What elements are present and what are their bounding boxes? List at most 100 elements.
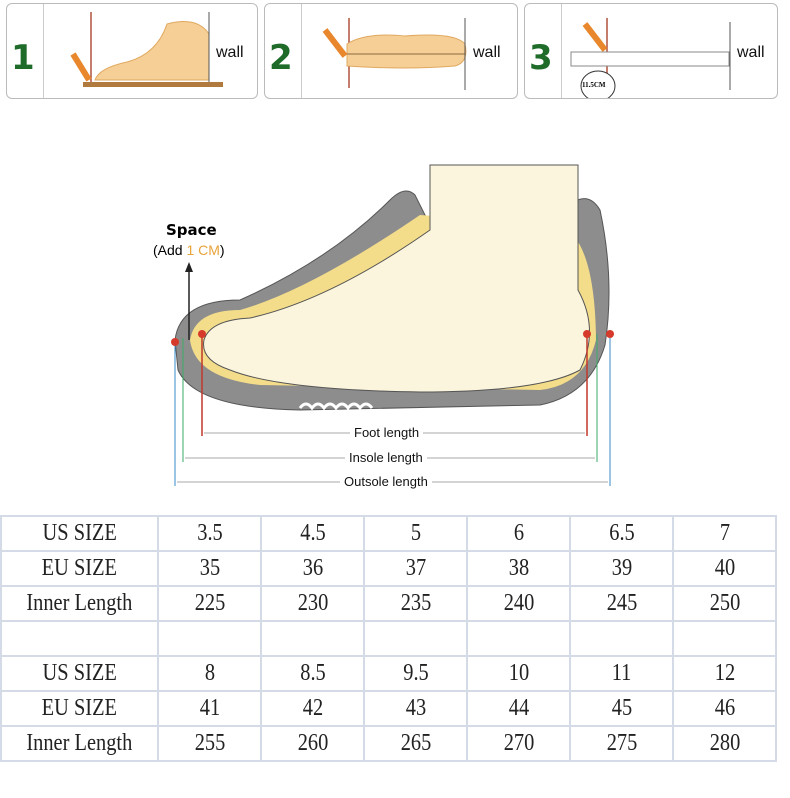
step-1-panel: 1 wall [6, 3, 258, 99]
divider [43, 4, 44, 98]
empty-cell [0, 620, 159, 657]
cell-value: 6 [513, 520, 524, 546]
table-cell: 35 [157, 550, 262, 587]
row-label: EU SIZE [0, 550, 159, 587]
step-number: 1 [11, 38, 35, 78]
table-cell: 280 [672, 725, 777, 762]
empty-cell [157, 620, 262, 657]
size-table: US SIZE 3.5 4.5 5 6 6.5 7 EU SIZE 35 36 37 38 39 40 In… [0, 515, 777, 762]
cell-value: 255 [194, 730, 225, 756]
table-cell: 12 [672, 655, 777, 692]
table-cell: 255 [157, 725, 262, 762]
table-cell: 240 [466, 585, 571, 622]
table-cell: 6 [466, 515, 571, 552]
table-cell: 9.5 [363, 655, 468, 692]
row-label-text: EU SIZE [41, 555, 118, 581]
empty-cell [260, 620, 365, 657]
table-cell: 5 [363, 515, 468, 552]
space-note-suffix: ) [219, 242, 225, 258]
cell-value: 240 [503, 590, 534, 616]
cell-value: 39 [611, 555, 632, 581]
cell-value: 225 [194, 590, 225, 616]
table-cell: 40 [672, 550, 777, 587]
cell-value: 7 [719, 520, 730, 546]
step-2-panel: 2 wall [264, 3, 518, 99]
cell-value: 37 [405, 555, 426, 581]
table-row: US SIZE 3.5 4.5 5 6 6.5 7 [0, 515, 777, 552]
foot-length-label: Foot length [350, 425, 424, 440]
cell-value: 41 [199, 695, 220, 721]
step-number: 2 [269, 38, 293, 78]
table-cell: 225 [157, 585, 262, 622]
cell-value: 3.5 [196, 520, 223, 546]
table-cell: 11 [569, 655, 674, 692]
table-cell: 38 [466, 550, 571, 587]
divider [561, 4, 562, 98]
cell-value: 44 [508, 695, 529, 721]
wall-label: wall [473, 44, 501, 61]
outsole-length-label: Outsole length [340, 474, 432, 489]
row-label-text: EU SIZE [41, 695, 118, 721]
cell-value: 265 [400, 730, 431, 756]
cell-value: 260 [297, 730, 328, 756]
table-cell: 39 [569, 550, 674, 587]
table-cell: 41 [157, 690, 262, 727]
table-cell: 8 [157, 655, 262, 692]
cell-value: 10 [508, 660, 529, 686]
table-cell: 260 [260, 725, 365, 762]
table-cell: 230 [260, 585, 365, 622]
table-cell: 8.5 [260, 655, 365, 692]
cell-value: 42 [302, 695, 323, 721]
cell-value: 5 [410, 520, 421, 546]
cell-value: 12 [714, 660, 735, 686]
step-3-panel: 3 11.5CM wall [524, 3, 778, 99]
table-row: EU SIZE 41 42 43 44 45 46 [0, 690, 777, 727]
table-cell: 36 [260, 550, 365, 587]
table-cell: 6.5 [569, 515, 674, 552]
step-number: 3 [529, 38, 553, 78]
cell-value: 270 [503, 730, 534, 756]
cell-value: 46 [714, 695, 735, 721]
table-cell: 235 [363, 585, 468, 622]
table-row: Inner Length 225 230 235 240 245 250 [0, 585, 777, 622]
row-label: US SIZE [0, 655, 159, 692]
empty-cell [569, 620, 674, 657]
table-cell: 43 [363, 690, 468, 727]
cell-value: 250 [709, 590, 740, 616]
shoe-cross-section-diagram [171, 164, 614, 486]
table-cell: 42 [260, 690, 365, 727]
table-cell: 4.5 [260, 515, 365, 552]
row-label-text: Inner Length [26, 730, 133, 756]
table-cell: 275 [569, 725, 674, 762]
cell-value: 4.5 [299, 520, 326, 546]
row-label: Inner Length [0, 585, 159, 622]
table-cell: 37 [363, 550, 468, 587]
cell-value: 275 [606, 730, 637, 756]
cell-value: 45 [611, 695, 632, 721]
cell-value: 35 [199, 555, 220, 581]
space-note: (Add 1 CM) [153, 242, 225, 258]
space-note-value: 1 CM [186, 242, 220, 258]
cell-value: 11 [611, 660, 632, 686]
cell-value: 6.5 [608, 520, 635, 546]
space-title: Space [166, 221, 217, 239]
empty-cell [466, 620, 571, 657]
table-row: US SIZE 8 8.5 9.5 10 11 12 [0, 655, 777, 692]
ruler-illustration [570, 18, 731, 98]
wall-label: wall [216, 44, 244, 61]
table-cell: 265 [363, 725, 468, 762]
cell-value: 230 [297, 590, 328, 616]
row-label-text: Inner Length [26, 590, 133, 616]
cell-value: 9.5 [402, 660, 429, 686]
table-cell: 10 [466, 655, 571, 692]
cell-value: 36 [302, 555, 323, 581]
cell-value: 280 [709, 730, 740, 756]
insole-length-label: Insole length [345, 450, 427, 465]
table-row: EU SIZE 35 36 37 38 39 40 [0, 550, 777, 587]
divider [301, 4, 302, 98]
table-cell: 250 [672, 585, 777, 622]
cell-value: 43 [405, 695, 426, 721]
ruler-reading: 11.5CM [582, 81, 606, 89]
cell-value: 245 [606, 590, 637, 616]
table-cell: 245 [569, 585, 674, 622]
